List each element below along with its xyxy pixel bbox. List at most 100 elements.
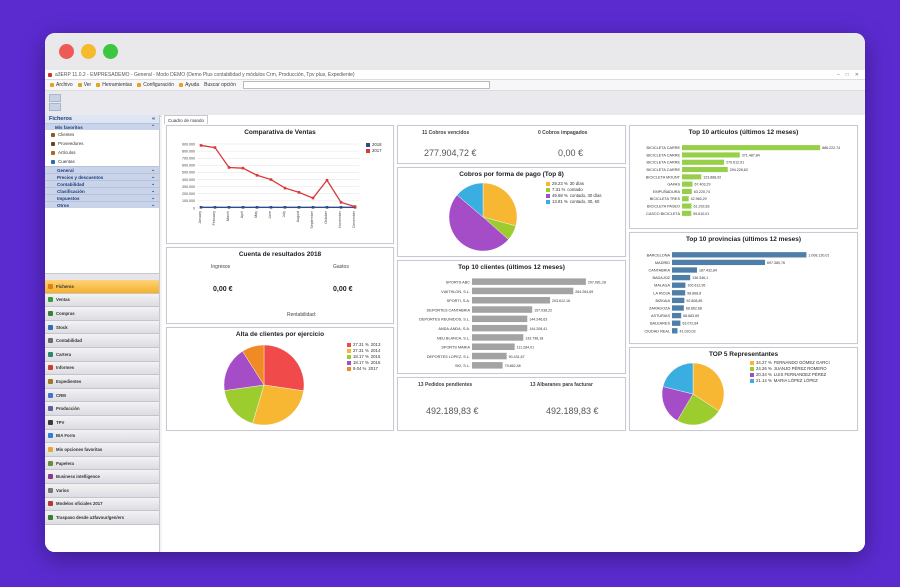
bar-value-label: 371.487,84 bbox=[742, 153, 760, 157]
search-option-input[interactable] bbox=[242, 81, 490, 89]
sidebar-section-impuestos[interactable]: Impuestos ⌄ bbox=[45, 194, 159, 201]
module-icon bbox=[48, 446, 53, 452]
favorite-clientes[interactable]: Clientes bbox=[45, 130, 159, 139]
bar bbox=[682, 159, 725, 165]
pie-slice bbox=[242, 344, 265, 386]
bar bbox=[472, 343, 515, 351]
module-icon bbox=[48, 501, 53, 507]
legend-percent: 13.81 % bbox=[552, 199, 568, 204]
nav-informes[interactable]: Informes bbox=[45, 361, 159, 376]
legend-name: FERNANDO GÓMEZ GARCI bbox=[773, 360, 830, 365]
bar bbox=[682, 145, 821, 151]
bar bbox=[672, 305, 684, 311]
legend-swatch bbox=[347, 355, 351, 359]
data-point-2017 bbox=[325, 178, 329, 182]
nav-mis-opciones-favoritas[interactable]: Mis opciones favoritas bbox=[45, 443, 159, 457]
favorite-cuentas[interactable]: Cuentas bbox=[45, 157, 159, 166]
data-point-2017 bbox=[255, 173, 259, 177]
nav-contabilidad[interactable]: Contabilidad bbox=[45, 334, 159, 348]
nav-compras[interactable]: Compras bbox=[45, 307, 159, 321]
sidebar-section-precios-y-descuentos[interactable]: Precios y descuentos ⌄ bbox=[45, 173, 159, 180]
data-point-2018 bbox=[213, 205, 217, 209]
nav-expedientes[interactable]: Expedientes bbox=[45, 375, 159, 389]
favorite-label: Proveedores bbox=[58, 141, 84, 146]
minimize-icon[interactable]: – bbox=[836, 71, 840, 78]
menu-configuracion[interactable]: Configuración bbox=[137, 82, 174, 88]
close-icon[interactable]: ✕ bbox=[854, 71, 859, 78]
nav-cartera[interactable]: Cartera bbox=[45, 347, 159, 362]
alta-pie-chart bbox=[223, 344, 305, 426]
bar bbox=[672, 312, 682, 319]
data-point-2018 bbox=[199, 205, 203, 209]
book-icon bbox=[51, 159, 55, 164]
ventas-title: Comparativa de Ventas bbox=[244, 129, 316, 136]
menu-ayuda[interactable]: Ayuda bbox=[179, 82, 199, 88]
bar bbox=[672, 320, 681, 326]
sidebar-section-general[interactable]: General ⌄ bbox=[45, 166, 159, 173]
tab-cuadro-de-mando[interactable]: Cuadro de mando bbox=[164, 115, 209, 124]
nav-varios[interactable]: Varios bbox=[45, 483, 159, 498]
bar-value-label: 264.264,69 bbox=[575, 290, 593, 294]
nav-produccion[interactable]: Producción bbox=[45, 402, 159, 416]
cuenta-panel: Cuenta de resultados 2018 Ingresos Gasto… bbox=[166, 247, 394, 324]
legend-2018: 2018 bbox=[372, 142, 382, 147]
menu-bar: Archivo Ver Herramientas Configuración A… bbox=[45, 80, 865, 91]
nav-bia-form[interactable]: BIA Form bbox=[45, 429, 159, 444]
legend-name: LUIS FERNANDEZ PÉREZ bbox=[773, 372, 827, 377]
legend-name: 30 días bbox=[569, 181, 584, 186]
cobros-pago-panel: Cobros por forma de pago (Top 8) 29.23 %… bbox=[397, 167, 626, 257]
legend-percent: 9.04 % bbox=[353, 366, 367, 371]
bar-category-label: SKI, S.L. bbox=[455, 364, 470, 368]
legend-swatch bbox=[347, 361, 351, 365]
bar-value-label: 88.862,68 bbox=[686, 307, 702, 311]
restore-icon[interactable]: □ bbox=[845, 71, 849, 78]
maximize-window-button[interactable] bbox=[103, 44, 118, 59]
pie-slice bbox=[223, 351, 265, 391]
nav-ventas[interactable]: Ventas bbox=[45, 293, 159, 308]
menu-herramientas[interactable]: Herramientas bbox=[96, 82, 132, 88]
bar-category-label: SPORTS MARIA bbox=[441, 346, 470, 350]
toolbar-button-icon[interactable] bbox=[49, 94, 61, 102]
sidebar-splitter[interactable] bbox=[45, 274, 159, 280]
bar bbox=[472, 278, 586, 285]
nav-stock[interactable]: Stock bbox=[45, 320, 159, 335]
data-point-2017 bbox=[283, 186, 287, 190]
favorite-articulos[interactable]: Artículos bbox=[45, 148, 159, 157]
close-window-button[interactable] bbox=[59, 44, 74, 59]
nav-crm[interactable]: CRM bbox=[45, 388, 159, 403]
data-point-2018 bbox=[339, 205, 343, 209]
nav-ficheros[interactable]: Ficheros bbox=[45, 280, 159, 294]
collapse-icon[interactable]: « bbox=[151, 116, 155, 122]
bar-category-label: BICICLETA CARRE bbox=[647, 168, 681, 172]
bar-category-label: BICICLETA CARRE bbox=[647, 161, 681, 165]
nav-label: Ventas bbox=[56, 297, 70, 303]
people-icon bbox=[51, 132, 55, 137]
bar-value-label: 59.610,01 bbox=[693, 212, 709, 216]
nav-modelos-oficiales-2017[interactable]: Modelos oficiales 2017 bbox=[45, 497, 159, 512]
nav-label: Producción bbox=[56, 406, 80, 412]
top-provincias-title: Top 10 provincias (últimos 12 meses) bbox=[685, 236, 802, 243]
menu-ver[interactable]: Ver bbox=[77, 82, 91, 88]
sidebar-section-otros[interactable]: Otros ⌄ bbox=[45, 201, 159, 208]
ventas-legend: 2018 2017 bbox=[366, 142, 382, 154]
favorite-label: Clientes bbox=[58, 132, 75, 137]
bar-value-label: 100.612,95 bbox=[687, 284, 705, 288]
sidebar-section-contabilidad[interactable]: Contabilidad ⌄ bbox=[45, 180, 159, 187]
legend-entry: 20.34 % LUIS FERNANDEZ PÉREZ bbox=[750, 372, 830, 378]
nav-business-intelligence[interactable]: Business intelligence bbox=[45, 470, 159, 484]
x-tick-label: September bbox=[310, 210, 314, 228]
nav-papelera[interactable]: Papelera bbox=[45, 456, 159, 471]
bar-category-label: BALEARES bbox=[650, 322, 671, 326]
favorite-proveedores[interactable]: Proveedores bbox=[45, 139, 159, 148]
nav-tpv[interactable]: TPV bbox=[45, 415, 159, 430]
menu-archivo[interactable]: Archivo bbox=[50, 82, 73, 88]
x-tick-label: November bbox=[338, 210, 342, 227]
minimize-window-button[interactable] bbox=[81, 44, 96, 59]
sidebar-section-clasificacion[interactable]: Clasificación ⌄ bbox=[45, 187, 159, 194]
y-tick-label: 400.000 bbox=[182, 178, 195, 182]
sidebar-section-favorites[interactable]: Mis favoritos ⌃ bbox=[45, 123, 159, 130]
nav-traspaso-desde-a3favour-gen-ers[interactable]: Traspaso desde a3favour/gen/ers bbox=[45, 511, 159, 525]
toolbar-button-icon[interactable] bbox=[49, 103, 61, 111]
top-articulos-bar-chart: BICICLETA CARRE 888.222,74 BICICLETA CARRE… bbox=[646, 145, 840, 216]
legend-name: 2017 bbox=[368, 366, 378, 371]
